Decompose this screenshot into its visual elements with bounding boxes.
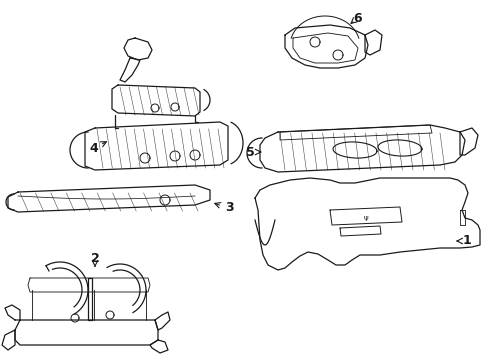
Text: 6: 6 [353,12,362,24]
Text: 2: 2 [90,252,99,265]
Text: 5: 5 [246,145,254,158]
Text: 4: 4 [89,141,98,154]
Text: 1: 1 [462,234,471,248]
Text: ψ: ψ [363,215,367,221]
Text: 3: 3 [224,201,233,213]
